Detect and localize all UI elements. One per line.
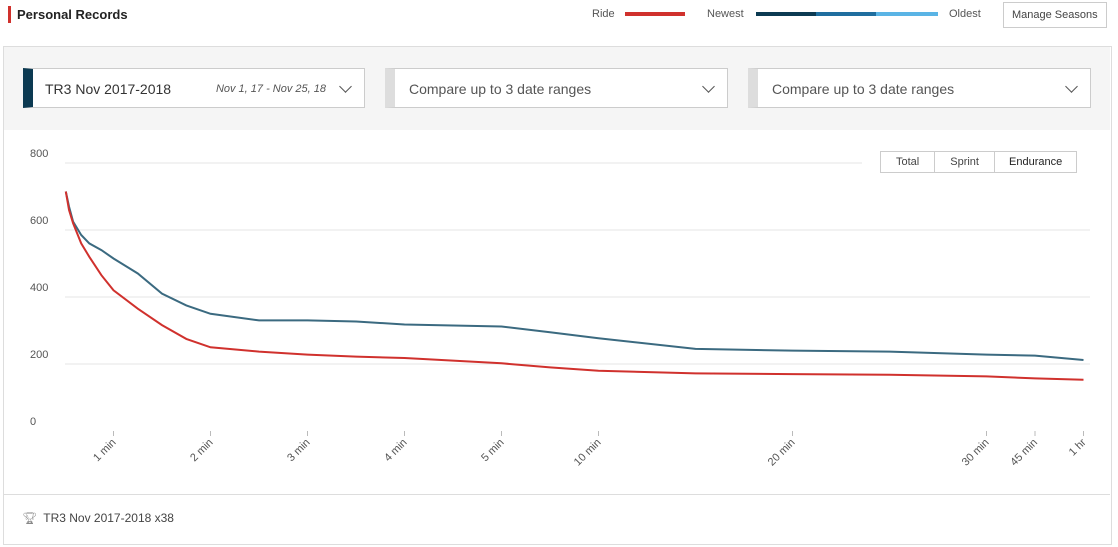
y-tick-label: 0 xyxy=(30,416,36,428)
manage-seasons-button[interactable]: Manage Seasons xyxy=(1003,2,1107,28)
x-tick-label: 5 min xyxy=(479,437,507,465)
series-line xyxy=(64,191,1084,361)
compare-selector[interactable]: Compare up to 3 date ranges xyxy=(385,68,728,108)
tab[interactable]: Total xyxy=(880,151,936,173)
legend-gradient xyxy=(756,12,938,16)
y-tick-label: 400 xyxy=(30,282,48,294)
compare-selector[interactable]: Compare up to 3 date ranges xyxy=(748,68,1091,108)
tab[interactable]: Sprint xyxy=(935,151,995,173)
date-range-selector[interactable]: TR3 Nov 2017-2018 Nov 1, 17 - Nov 25, 18 xyxy=(23,68,365,108)
tabs: Total Sprint Endurance xyxy=(880,151,1078,173)
x-tick-label: 4 min xyxy=(382,437,410,465)
x-tick-label: 45 min xyxy=(1008,437,1040,469)
selector-label: TR3 Nov 2017-2018 xyxy=(45,81,172,97)
divider xyxy=(4,494,1110,495)
legend-ride: Ride xyxy=(592,8,615,20)
x-tick-label: 20 min xyxy=(766,437,798,469)
x-tick-label: 10 min xyxy=(572,437,604,469)
y-tick-label: 800 xyxy=(30,148,48,160)
y-tick-label: 600 xyxy=(30,215,48,227)
series-line xyxy=(64,191,1084,381)
x-tick-label: 1 min xyxy=(91,437,119,465)
legend-ride-swatch xyxy=(625,12,685,16)
page-title: Personal Records xyxy=(8,6,128,23)
tab[interactable]: Endurance xyxy=(995,151,1078,173)
selector-label: Compare up to 3 date ranges xyxy=(772,81,955,97)
x-tick-label: 30 min xyxy=(960,437,992,469)
panel xyxy=(3,46,1112,545)
selector-label: Compare up to 3 date ranges xyxy=(409,81,592,97)
x-tick-label: 1 hr xyxy=(1067,436,1089,458)
x-tick-label: 2 min xyxy=(188,437,216,465)
legend-newest: Newest xyxy=(707,8,744,20)
y-tick-label: 200 xyxy=(30,349,48,361)
footer: 🏆︎ TR3 Nov 2017-2018 x38 xyxy=(22,511,174,525)
footer-label: TR3 Nov 2017-2018 x38 xyxy=(43,511,174,525)
x-tick-label: 3 min xyxy=(285,437,313,465)
selector-range: Nov 1, 17 - Nov 25, 18 xyxy=(215,83,326,95)
chart: 0 200 400 600 800 1 min 2 min 3 min 4 min 5 min 10… xyxy=(30,148,1090,469)
legend-oldest: Oldest xyxy=(949,8,981,20)
